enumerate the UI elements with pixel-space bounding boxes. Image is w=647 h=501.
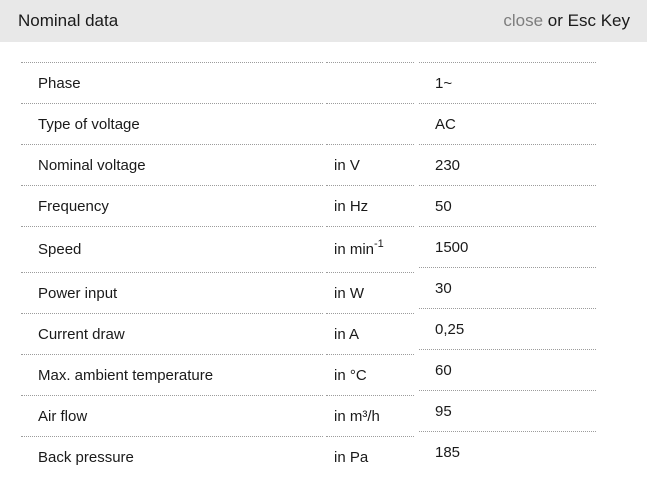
spec-value-cell: 95 (419, 390, 596, 432)
spec-value-cell: 50 (419, 185, 596, 227)
table-row: Power input in W (21, 272, 414, 313)
spec-label-unit-table: Phase Type of voltage Nominal voltage in… (18, 62, 417, 477)
table-row: 30 (419, 267, 596, 309)
unit-text: in °C (334, 366, 367, 384)
unit-superscript: -1 (374, 238, 384, 250)
spec-unit-cell: in V (326, 144, 414, 185)
table-row: 95 (419, 390, 596, 432)
table-row: Speed in min-1 (21, 226, 414, 272)
table-row: 1500 (419, 226, 596, 268)
table-row: 60 (419, 349, 596, 391)
spec-value-cell: 230 (419, 144, 596, 186)
spec-unit-cell (326, 103, 414, 144)
spec-value-cell: 30 (419, 267, 596, 309)
spec-value-cell: 1~ (419, 62, 596, 104)
spec-unit-cell (326, 62, 414, 103)
spec-unit-cell: in A (326, 313, 414, 354)
close-button[interactable]: close (503, 11, 544, 30)
close-hint-text: or Esc Key (543, 11, 630, 30)
table-row: Type of voltage (21, 103, 414, 144)
unit-text: in Pa (334, 448, 369, 466)
spec-table-area: Phase Type of voltage Nominal voltage in… (0, 42, 647, 501)
unit-text: in A (334, 325, 360, 343)
spec-value-cell: 60 (419, 349, 596, 391)
spec-value-cell: 1500 (419, 226, 596, 268)
table-row: AC (419, 103, 596, 145)
spec-unit-cell: in min-1 (326, 226, 414, 272)
spec-label-cell: Speed (21, 226, 323, 272)
spec-label-cell: Nominal voltage (21, 144, 323, 185)
spec-value-cell: 0,25 (419, 308, 596, 350)
table-row: Current draw in A (21, 313, 414, 354)
table-row: Back pressure in Pa (21, 436, 414, 477)
spec-unit-cell: in Pa (326, 436, 414, 477)
table-row: Air flow in m³/h (21, 395, 414, 436)
spec-unit-cell: in W (326, 272, 414, 313)
unit-text: in min (334, 241, 375, 258)
dialog-header: Nominal data close or Esc Key (0, 0, 647, 42)
table-row: Phase (21, 62, 414, 103)
dialog-title: Nominal data (18, 11, 119, 30)
spec-label-cell: Max. ambient temperature (21, 354, 323, 395)
table-row: 1~ (419, 62, 596, 104)
close-control: close or Esc Key (503, 11, 630, 31)
spec-unit-cell: in Hz (326, 185, 414, 226)
spec-label-cell: Back pressure (21, 436, 323, 477)
spec-label-cell: Power input (21, 272, 323, 313)
table-row: 185 (419, 431, 596, 473)
spec-label-cell: Frequency (21, 185, 323, 226)
spec-value-cell: AC (419, 103, 596, 145)
unit-text: in m³/h (334, 407, 380, 425)
spec-label-cell: Phase (21, 62, 323, 103)
spec-value-table: 1~ AC 230 50 1500 30 0,25 60 95 185 (419, 62, 596, 473)
spec-unit-cell: in °C (326, 354, 414, 395)
spec-label-cell: Current draw (21, 313, 323, 354)
spec-unit-cell: in m³/h (326, 395, 414, 436)
unit-text: in Hz (334, 197, 369, 215)
spec-value-cell: 185 (419, 431, 596, 473)
table-row: Max. ambient temperature in °C (21, 354, 414, 395)
table-row: 230 (419, 144, 596, 186)
table-row: Nominal voltage in V (21, 144, 414, 185)
table-row: 50 (419, 185, 596, 227)
spec-label-cell: Air flow (21, 395, 323, 436)
table-row: 0,25 (419, 308, 596, 350)
table-row: Frequency in Hz (21, 185, 414, 226)
unit-text: in V (334, 156, 360, 174)
unit-text: in W (334, 284, 364, 302)
spec-label-cell: Type of voltage (21, 103, 323, 144)
